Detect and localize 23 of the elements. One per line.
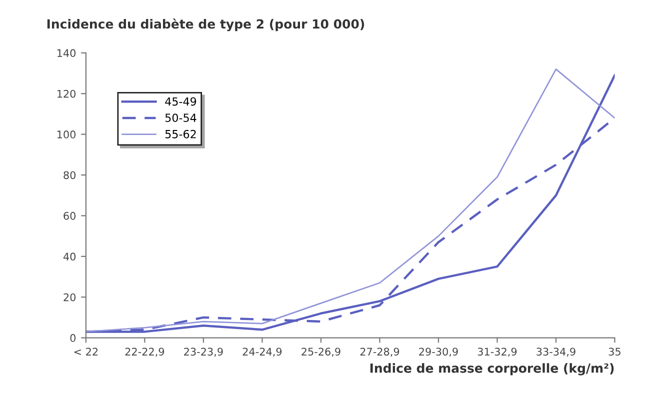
y-tick-label: 100	[57, 130, 76, 138]
chart-title: Incidence du diabète de type 2 (pour 10 000)	[47, 18, 364, 32]
legend-label: 45-49	[165, 97, 196, 106]
x-tick-label: < 22	[74, 348, 98, 356]
y-tick-label: 20	[64, 293, 76, 302]
x-tick-label: 35	[608, 348, 620, 356]
x-tick-label: 24-24,9	[242, 348, 282, 357]
y-tick-label: 140	[57, 49, 76, 58]
x-tick-label: 27-28,9	[360, 348, 400, 357]
legend-label: 55-62	[165, 130, 196, 138]
x-tick-label: 25-26,9	[302, 348, 340, 357]
x-tick-label: 22-22,9	[125, 348, 164, 357]
x-tick-label: 29-30,9	[419, 348, 458, 357]
x-axis-title: Indice de masse corporelle (kg/m²)	[370, 363, 614, 376]
y-tick-label: 40	[63, 252, 76, 261]
y-tick-label: 120	[57, 90, 76, 98]
y-tick-label: 0	[70, 334, 76, 342]
x-tick-label: 31-32,9	[478, 348, 517, 357]
legend-label: 50-54	[165, 114, 196, 122]
y-tick-label: 80	[64, 171, 76, 180]
x-tick-label: 23-23,9	[184, 348, 223, 357]
x-tick-label: 33-34,9	[536, 348, 576, 357]
y-tick-label: 60	[64, 212, 76, 220]
